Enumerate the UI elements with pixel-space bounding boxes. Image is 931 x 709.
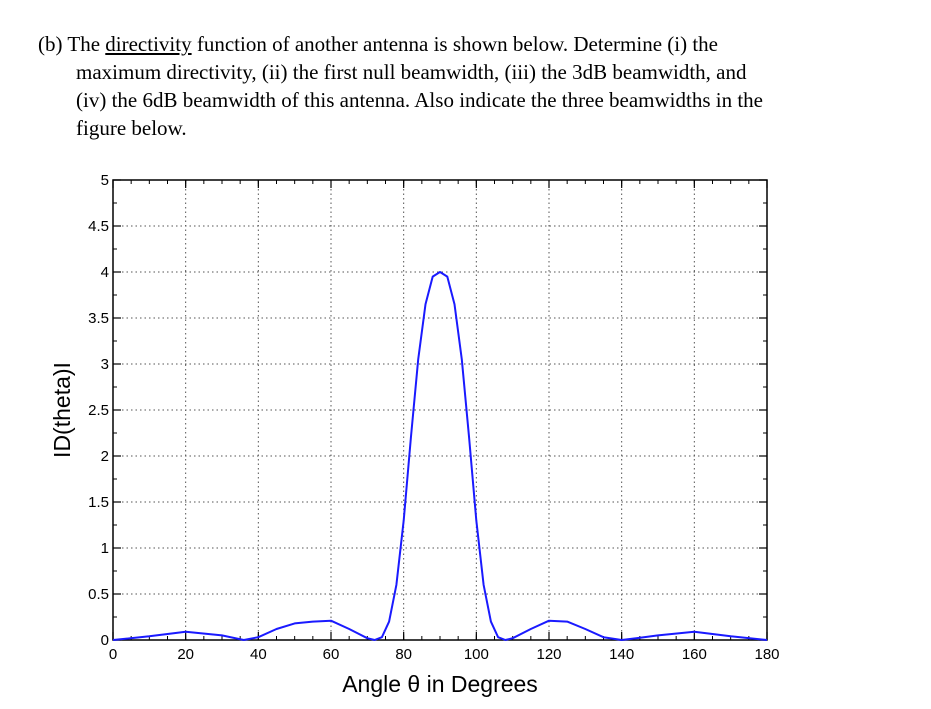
x-tick-label: 60: [323, 646, 340, 663]
y-axis-title: ID(theta)I: [49, 362, 75, 458]
y-tick-label: 3.5: [88, 310, 109, 327]
x-tick-label: 160: [682, 646, 707, 663]
question-line-1-end: function of another antenna is shown bel…: [191, 32, 718, 56]
directivity-series-line: [112, 271, 768, 641]
y-tick-label: 1: [101, 540, 109, 557]
y-tick-label: 0.5: [88, 586, 109, 603]
x-tick-label: 0: [109, 646, 117, 663]
y-tick-label: 3: [101, 356, 109, 373]
y-tick-label: 5: [101, 172, 109, 189]
y-tick-label: 2.5: [88, 402, 109, 419]
question-line-3: (iv) the 6dB beamwidth of this antenna. …: [76, 88, 764, 112]
x-tick-label: 20: [177, 646, 194, 663]
x-tick-label: 180: [754, 646, 779, 663]
y-tick-label: 4.5: [88, 218, 109, 235]
y-tick-label: 1.5: [88, 494, 109, 511]
question-line-1-start: The: [67, 32, 106, 56]
question-line-1: (b) The directivity function of another …: [38, 30, 908, 58]
question-part-label: (b): [38, 32, 63, 56]
y-tick-label: 0: [101, 632, 109, 649]
question-line-2: maximum directivity, (ii) the first null…: [76, 60, 747, 84]
x-tick-label: 140: [609, 646, 634, 663]
x-tick-label: 120: [536, 646, 561, 663]
question-line-4: figure below.: [76, 116, 187, 140]
question-text: (b) The directivity function of another …: [38, 30, 908, 142]
x-tick-label: 40: [250, 646, 267, 663]
y-tick-label: 2: [101, 448, 109, 465]
x-axis-title: Angle θ in Degrees: [342, 671, 538, 697]
plot-frame: [112, 179, 768, 641]
x-tick-label: 100: [464, 646, 489, 663]
x-tick-label: 80: [395, 646, 412, 663]
underlined-word: directivity: [105, 32, 192, 56]
y-tick-label: 4: [101, 264, 109, 281]
